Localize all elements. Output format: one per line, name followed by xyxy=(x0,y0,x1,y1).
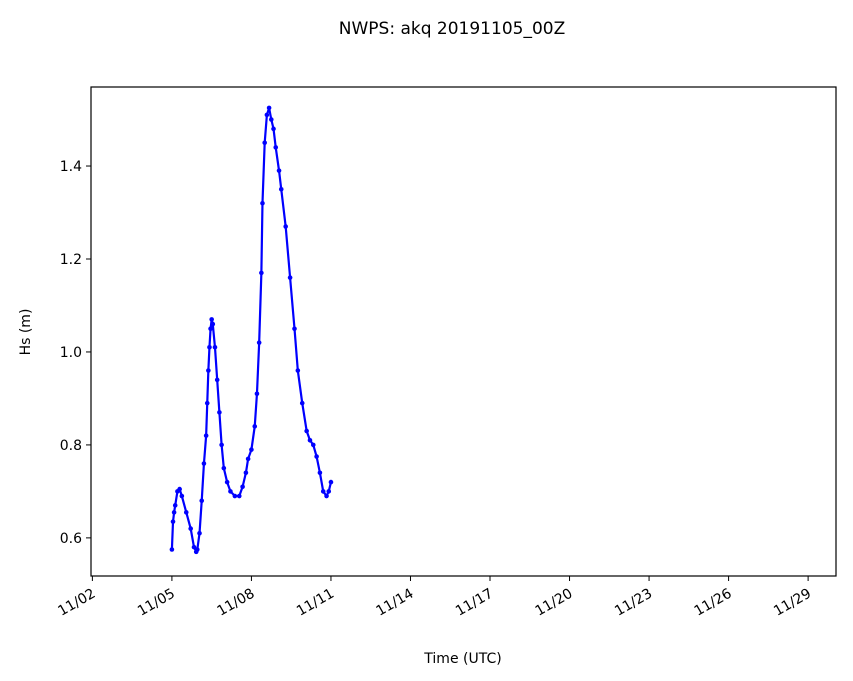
data-point xyxy=(214,377,220,383)
data-point xyxy=(260,200,265,206)
y-axis: 0.6 0.8 1.0 1.2 1.4 xyxy=(60,159,91,547)
data-point xyxy=(172,503,178,508)
x-tick-label: 11/11 xyxy=(294,586,337,620)
data-point xyxy=(240,484,245,490)
data-point xyxy=(256,340,262,345)
data-point xyxy=(217,410,222,415)
data-point xyxy=(221,465,227,471)
x-tick-label: 11/05 xyxy=(135,586,178,620)
data-point xyxy=(249,447,254,452)
data-point xyxy=(314,454,319,459)
chart-title: NWPS: akq 20191105_00Z xyxy=(339,19,565,39)
data-point xyxy=(283,224,288,229)
data-point xyxy=(278,186,284,192)
data-point xyxy=(273,145,279,150)
data-point xyxy=(264,112,270,118)
data-point xyxy=(197,530,202,536)
x-tick-label: 11/29 xyxy=(771,586,814,620)
axes-frame xyxy=(90,86,837,577)
data-point xyxy=(299,400,305,406)
data-point xyxy=(179,493,185,499)
data-point xyxy=(183,510,189,515)
data-point xyxy=(262,140,267,146)
data-point xyxy=(292,326,297,332)
x-axis: 11/02 11/05 11/08 11/11 11/14 11/17 11/20 11/23… xyxy=(55,576,814,620)
data-point xyxy=(171,510,177,515)
data-point xyxy=(328,479,334,485)
data-point xyxy=(307,437,313,443)
data-point xyxy=(269,117,274,122)
data-point xyxy=(210,321,216,327)
data-point xyxy=(320,489,326,494)
x-tick-label: 11/23 xyxy=(612,586,655,620)
y-axis-label: Hs (m) xyxy=(18,309,34,356)
x-tick-label: 11/02 xyxy=(55,586,98,620)
x-tick-label: 11/17 xyxy=(453,586,496,620)
x-tick-label: 11/20 xyxy=(533,586,576,620)
x-tick-label: 11/08 xyxy=(214,586,257,620)
y-tick-label: 1.4 xyxy=(60,159,82,175)
data-point xyxy=(191,544,197,550)
data-point xyxy=(177,486,182,492)
data-point xyxy=(228,489,233,494)
data-point xyxy=(310,442,316,448)
data-point xyxy=(304,428,309,434)
data-point xyxy=(254,391,260,397)
data-point xyxy=(206,368,211,373)
x-tick-label: 11/14 xyxy=(374,586,417,620)
data-point xyxy=(232,493,238,499)
data-point xyxy=(209,317,214,322)
data-point xyxy=(170,519,176,524)
data-point xyxy=(276,168,282,173)
x-tick-label: 11/26 xyxy=(692,586,735,620)
data-point xyxy=(199,498,205,503)
data-point xyxy=(266,105,272,111)
data-point xyxy=(259,270,264,276)
x-axis-label: Time (UTC) xyxy=(423,651,501,667)
data-point xyxy=(169,547,175,552)
data-point xyxy=(224,479,230,485)
data-point xyxy=(204,400,210,406)
y-tick-label: 1.2 xyxy=(60,252,82,268)
data-point xyxy=(203,433,209,438)
data-point xyxy=(324,493,329,499)
data-point xyxy=(271,126,276,132)
data-point xyxy=(317,470,323,476)
data-point xyxy=(243,470,249,476)
plot-area xyxy=(169,105,334,555)
series-line xyxy=(170,106,333,553)
data-point xyxy=(245,456,251,462)
data-point xyxy=(195,547,200,552)
data-point xyxy=(287,275,293,280)
y-tick-label: 0.6 xyxy=(60,531,82,547)
data-point xyxy=(252,424,258,429)
data-point xyxy=(207,345,212,350)
y-tick-label: 1.0 xyxy=(60,345,82,361)
data-point xyxy=(295,368,301,373)
data-point xyxy=(212,345,218,350)
data-point xyxy=(219,442,224,448)
data-point xyxy=(326,489,332,494)
y-tick-label: 0.8 xyxy=(60,438,82,454)
data-point xyxy=(208,326,213,332)
data-point xyxy=(188,526,193,531)
data-point xyxy=(201,461,207,466)
data-point xyxy=(236,493,242,499)
